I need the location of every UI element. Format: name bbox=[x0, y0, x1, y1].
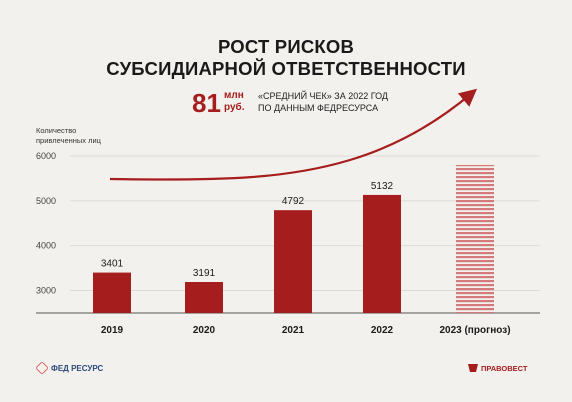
bars bbox=[93, 164, 494, 313]
chart-title-line1: РОСТ РИСКОВ bbox=[217, 36, 355, 57]
bar-value-label: 4792 bbox=[282, 196, 305, 207]
y-tick-label: 4000 bbox=[36, 241, 56, 251]
average-check-unit-line2: руб. bbox=[224, 102, 245, 113]
average-check-desc-line2: ПО ДАННЫМ ФЕДРЕСУРСА bbox=[258, 103, 379, 113]
bar-forecast bbox=[456, 164, 494, 313]
bar-value-label: 3191 bbox=[193, 268, 216, 279]
y-tick-label: 3000 bbox=[36, 286, 56, 296]
bar bbox=[363, 194, 401, 313]
y-axis-label-line1: Количество bbox=[36, 126, 77, 135]
chart-title: РОСТ РИСКОВ СУБСИДИАРНОЙ ОТВЕТСТВЕННОСТИ bbox=[0, 36, 572, 80]
bar bbox=[93, 272, 131, 313]
average-check-value: 81 bbox=[192, 88, 221, 118]
x-tick-label: 2020 bbox=[193, 325, 216, 336]
average-check-desc-line1: «СРЕДНИЙ ЧЕК» ЗА 2022 ГОД bbox=[258, 91, 389, 101]
trend-arrow bbox=[109, 88, 478, 181]
chart-title-line2: СУБСИДИАРНОЙ ОТВЕТСТВЕННОСТИ bbox=[106, 58, 466, 79]
fedresurs-hexagon-icon bbox=[35, 361, 49, 375]
bar-value-label: 5132 bbox=[371, 181, 394, 192]
pravovest-logo-text: ПРАВОВЕСТ bbox=[481, 363, 528, 373]
y-axis-label: Количество привлеченных лиц bbox=[36, 126, 116, 146]
bar-value-label: 3401 bbox=[101, 259, 124, 270]
fedresurs-logo-text: ФЕД РЕСУРС bbox=[51, 363, 104, 373]
labels: 3401 2019 3191 2020 4792 2021 5132 2022 2023 (пр… bbox=[101, 181, 511, 336]
x-tick-label: 2023 (прогноз) bbox=[439, 325, 510, 336]
fedresurs-logo: ФЕД РЕСУРС bbox=[35, 360, 104, 376]
y-tick-label: 6000 bbox=[36, 151, 56, 161]
bar bbox=[185, 282, 223, 313]
average-check-unit-line1: млн bbox=[224, 90, 244, 101]
x-tick-label: 2021 bbox=[282, 325, 305, 336]
y-tick-label: 5000 bbox=[36, 196, 56, 206]
y-axis-label-line2: привлеченных лиц bbox=[36, 136, 101, 145]
bar bbox=[274, 210, 312, 313]
x-tick-label: 2022 bbox=[371, 325, 394, 336]
pravovest-mark-icon bbox=[468, 364, 478, 372]
x-tick-label: 2019 bbox=[101, 325, 124, 336]
average-check-unit: млн руб. bbox=[224, 90, 245, 114]
average-check-description: «СРЕДНИЙ ЧЕК» ЗА 2022 ГОД ПО ДАННЫМ ФЕДР… bbox=[258, 90, 388, 114]
pravovest-logo: ПРАВОВЕСТ bbox=[468, 360, 527, 376]
